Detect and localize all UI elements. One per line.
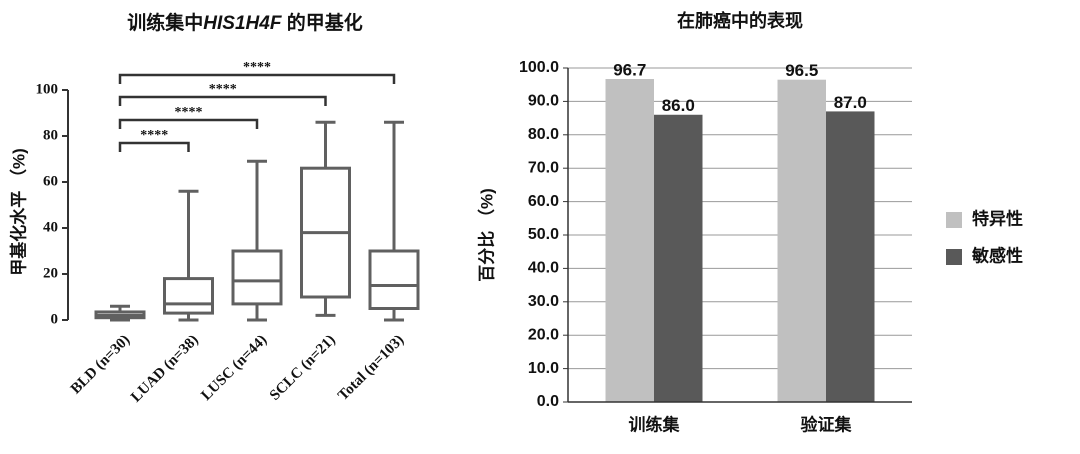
data-label: 86.0 bbox=[662, 96, 695, 115]
significance-bracket bbox=[118, 95, 327, 106]
bar bbox=[826, 111, 875, 403]
x-tick-label: LUAD (n=38) bbox=[128, 332, 202, 406]
y-axis-label: 甲基化水平 （%) bbox=[8, 148, 28, 276]
y-tick-label: 100 bbox=[36, 81, 59, 97]
y-tick-label: 90.0 bbox=[528, 93, 559, 110]
data-label: 87.0 bbox=[834, 93, 867, 112]
chart-title: 在肺癌中的表现 bbox=[677, 10, 803, 31]
bar bbox=[777, 79, 826, 402]
y-tick-label: 80.0 bbox=[528, 126, 559, 143]
significance-label: **** bbox=[209, 82, 237, 97]
legend-swatch bbox=[946, 212, 962, 228]
legend-label: 特异性 bbox=[972, 208, 1023, 228]
bar bbox=[654, 114, 703, 402]
significance-label: **** bbox=[175, 105, 203, 120]
y-tick-label: 100.0 bbox=[519, 59, 559, 76]
y-tick-label: 80 bbox=[43, 127, 58, 143]
box bbox=[368, 249, 420, 310]
legend-swatch bbox=[946, 249, 962, 265]
x-tick-label: LUSC (n=44) bbox=[198, 332, 270, 404]
title-part: 训练集中 bbox=[127, 11, 203, 34]
significance-label: **** bbox=[140, 128, 168, 143]
data-label: 96.5 bbox=[785, 61, 818, 80]
box bbox=[163, 277, 214, 315]
y-tick-label: 0 bbox=[51, 311, 59, 327]
y-tick-label: 60.0 bbox=[528, 193, 559, 210]
y-tick-label: 10.0 bbox=[528, 360, 559, 377]
y-tick-label: 0.0 bbox=[537, 393, 559, 410]
y-tick-label: 50.0 bbox=[528, 226, 559, 243]
y-tick-label: 60 bbox=[43, 173, 58, 189]
legend-label: 敏感性 bbox=[971, 245, 1023, 265]
significance-label: **** bbox=[243, 60, 271, 75]
significance-bracket bbox=[118, 73, 396, 84]
y-tick-label: 40.0 bbox=[528, 260, 559, 277]
y-tick-label: 40 bbox=[43, 219, 58, 235]
significance-bracket bbox=[118, 141, 190, 152]
chart-title: 训练集中HIS1H4F 的甲基化 bbox=[127, 11, 362, 34]
title-part: 的甲基化 bbox=[281, 11, 362, 34]
significance-bracket bbox=[118, 118, 259, 129]
title-part: HIS1H4F bbox=[203, 13, 283, 34]
y-tick-label: 30.0 bbox=[528, 293, 559, 310]
y-axis-label: 百分比 （%) bbox=[476, 188, 496, 282]
box bbox=[231, 249, 283, 306]
x-tick-label: Total (n=103) bbox=[335, 332, 407, 404]
x-tick-label: BLD (n=30) bbox=[68, 332, 133, 397]
y-tick-label: 20 bbox=[43, 265, 58, 281]
y-tick-label: 20.0 bbox=[528, 326, 559, 343]
x-tick-label: SCLC (n=21) bbox=[267, 332, 339, 404]
x-tick-label: 训练集 bbox=[629, 414, 681, 434]
bar bbox=[605, 79, 654, 402]
x-tick-label: 验证集 bbox=[801, 414, 853, 434]
data-label: 96.7 bbox=[613, 61, 646, 80]
y-tick-label: 70.0 bbox=[528, 159, 559, 176]
